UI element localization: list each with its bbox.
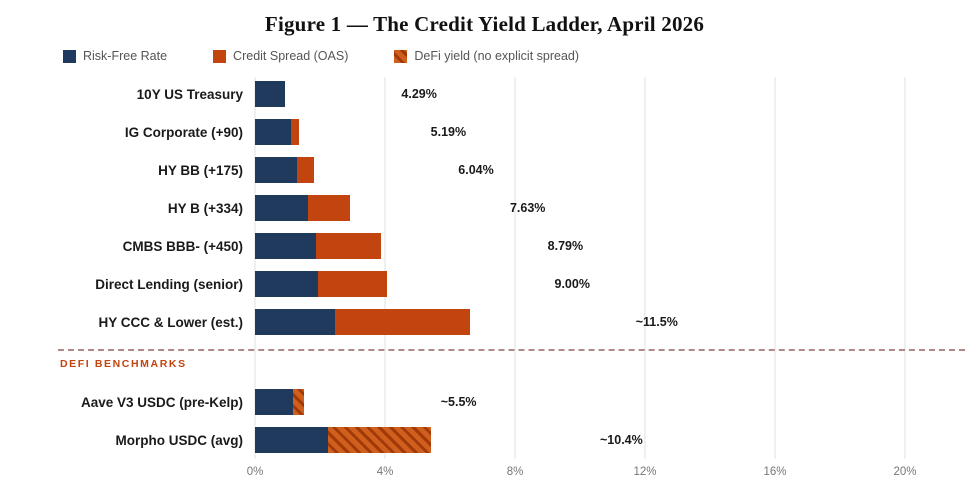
- stacked-bar: [255, 271, 548, 297]
- bar-category-label: HY CCC & Lower (est.): [98, 314, 243, 330]
- bar-category-label: IG Corporate (+90): [124, 124, 243, 140]
- segment-defi-yield: [327, 427, 431, 453]
- bar-row: HY CCC & Lower (est.) ~11.5%: [0, 303, 969, 341]
- x-axis: 0% 4% 8% 12% 16% 20%: [247, 459, 917, 483]
- bar-value-label: 7.63%: [509, 201, 546, 215]
- bar-value-label: 5.19%: [430, 125, 467, 139]
- stacked-bar: [255, 81, 394, 107]
- segment-risk-free: [255, 389, 294, 415]
- legend-swatch-credit-spread: [213, 49, 227, 63]
- bar-row: HY B (+334) 7.63%: [0, 189, 969, 227]
- bar-category-label: Direct Lending (senior): [95, 276, 243, 292]
- stacked-bar: [255, 119, 424, 145]
- stacked-bar: [255, 427, 593, 453]
- segment-risk-free: [255, 195, 309, 221]
- segment-risk-free: [255, 157, 298, 183]
- segment-credit-spread: [335, 309, 470, 335]
- x-axis-tick: 8%: [506, 466, 524, 478]
- segment-credit-spread: [297, 157, 315, 183]
- bar-row: Aave V3 USDC (pre-Kelp) ~5.5%: [0, 383, 969, 421]
- bar-category-label: HY BB (+175): [158, 162, 243, 178]
- bar-track: 6.04%: [255, 157, 905, 183]
- bar-value-label: ~5.5%: [440, 395, 477, 409]
- bar-category-label: HY B (+334): [167, 200, 243, 216]
- legend-label-defi-yield: DeFi yield (no explicit spread): [414, 49, 580, 63]
- bar-track: ~11.5%: [255, 309, 905, 335]
- bar-category-label: Morpho USDC (avg): [115, 432, 244, 448]
- bar-value-label: ~11.5%: [635, 315, 678, 329]
- x-axis-tick: 4%: [376, 466, 394, 478]
- x-axis-tick: 0%: [246, 466, 264, 478]
- x-axis-tick: 16%: [763, 466, 787, 478]
- bar-track: 8.79%: [255, 233, 905, 259]
- bar-track: 7.63%: [255, 195, 905, 221]
- bar-value-label: 4.29%: [401, 87, 437, 101]
- x-axis-tick: 20%: [893, 466, 917, 478]
- bar-value-label: 9.00%: [554, 277, 590, 291]
- stacked-bar: [255, 389, 434, 415]
- bar-row: IG Corporate (+90) 5.19%: [0, 113, 969, 151]
- stacked-bar: [255, 233, 541, 259]
- bar-value-label: 6.04%: [458, 163, 494, 177]
- bar-row: CMBS BBB- (+450) 8.79%: [0, 227, 969, 265]
- bar-track: 5.19%: [255, 119, 905, 145]
- legend-label-credit-spread: Credit Spread (OAS): [233, 49, 349, 63]
- defi-section-label: DEFI BENCHMARKS: [60, 358, 187, 370]
- segment-risk-free: [255, 427, 328, 453]
- bar-track: 4.29%: [255, 81, 905, 107]
- legend-item-risk-free: Risk-Free Rate: [63, 49, 167, 63]
- segment-risk-free: [255, 119, 292, 145]
- bar-category-label: CMBS BBB- (+450): [122, 238, 243, 254]
- legend-label-risk-free: Risk-Free Rate: [83, 49, 168, 63]
- segment-risk-free: [255, 309, 336, 335]
- segment-defi-yield: [293, 389, 305, 415]
- bar-value-label: 8.79%: [547, 239, 584, 253]
- stacked-bar: [255, 309, 629, 335]
- stacked-bar: [255, 157, 451, 183]
- legend: Risk-Free Rate Credit Spread (OAS) DeFi …: [63, 49, 969, 63]
- segment-credit-spread: [317, 271, 387, 297]
- bar-row: 10Y US Treasury 4.29%: [0, 75, 969, 113]
- chart-title: Figure 1 — The Credit Yield Ladder, Apri…: [264, 12, 705, 36]
- bar-track: ~10.4%: [255, 427, 905, 453]
- legend-swatch-defi-yield: [394, 49, 408, 63]
- segment-risk-free: [255, 81, 285, 107]
- segment-credit-spread: [291, 119, 299, 145]
- defi-section-divider: DEFI BENCHMARKS: [58, 349, 965, 381]
- chart-body: 10Y US Treasury 4.29% IG Corporate (+90) 5.…: [0, 75, 969, 483]
- bar-track: 9.00%: [255, 271, 905, 297]
- x-axis-tick: 12%: [633, 466, 657, 478]
- bar-row: Morpho USDC (avg) ~10.4%: [0, 421, 969, 459]
- segment-risk-free: [255, 233, 317, 259]
- segment-risk-free: [255, 271, 318, 297]
- bar-category-label: Aave V3 USDC (pre-Kelp): [80, 394, 243, 410]
- bar-track: ~5.5%: [255, 389, 905, 415]
- bar-rows: 10Y US Treasury 4.29% IG Corporate (+90) 5.…: [0, 75, 969, 459]
- segment-credit-spread: [308, 195, 350, 221]
- bar-category-label: 10Y US Treasury: [136, 86, 243, 102]
- bar-value-label: ~10.4%: [600, 433, 643, 447]
- legend-item-defi-yield: DeFi yield (no explicit spread): [394, 49, 579, 63]
- legend-item-credit-spread: Credit Spread (OAS): [213, 49, 348, 63]
- bar-row: HY BB (+175) 6.04%: [0, 151, 969, 189]
- bar-row: Direct Lending (senior) 9.00%: [0, 265, 969, 303]
- segment-credit-spread: [316, 233, 381, 259]
- legend-swatch-risk-free: [63, 49, 76, 63]
- stacked-bar: [255, 195, 503, 221]
